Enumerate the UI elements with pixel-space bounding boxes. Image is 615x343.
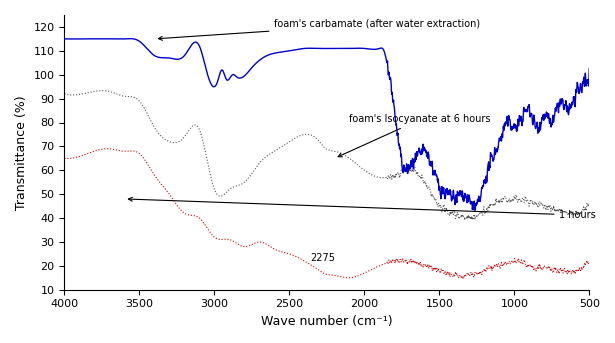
Y-axis label: Transmittance (%): Transmittance (%) [15, 95, 28, 210]
Text: 2275: 2275 [311, 253, 336, 263]
Text: foam's carbamate (after water extraction): foam's carbamate (after water extraction… [159, 19, 480, 40]
X-axis label: Wave number (cm⁻¹): Wave number (cm⁻¹) [261, 315, 393, 328]
Text: foam's Isocyanate at 6 hours: foam's Isocyanate at 6 hours [338, 115, 491, 157]
Text: 1 hours: 1 hours [129, 197, 597, 220]
